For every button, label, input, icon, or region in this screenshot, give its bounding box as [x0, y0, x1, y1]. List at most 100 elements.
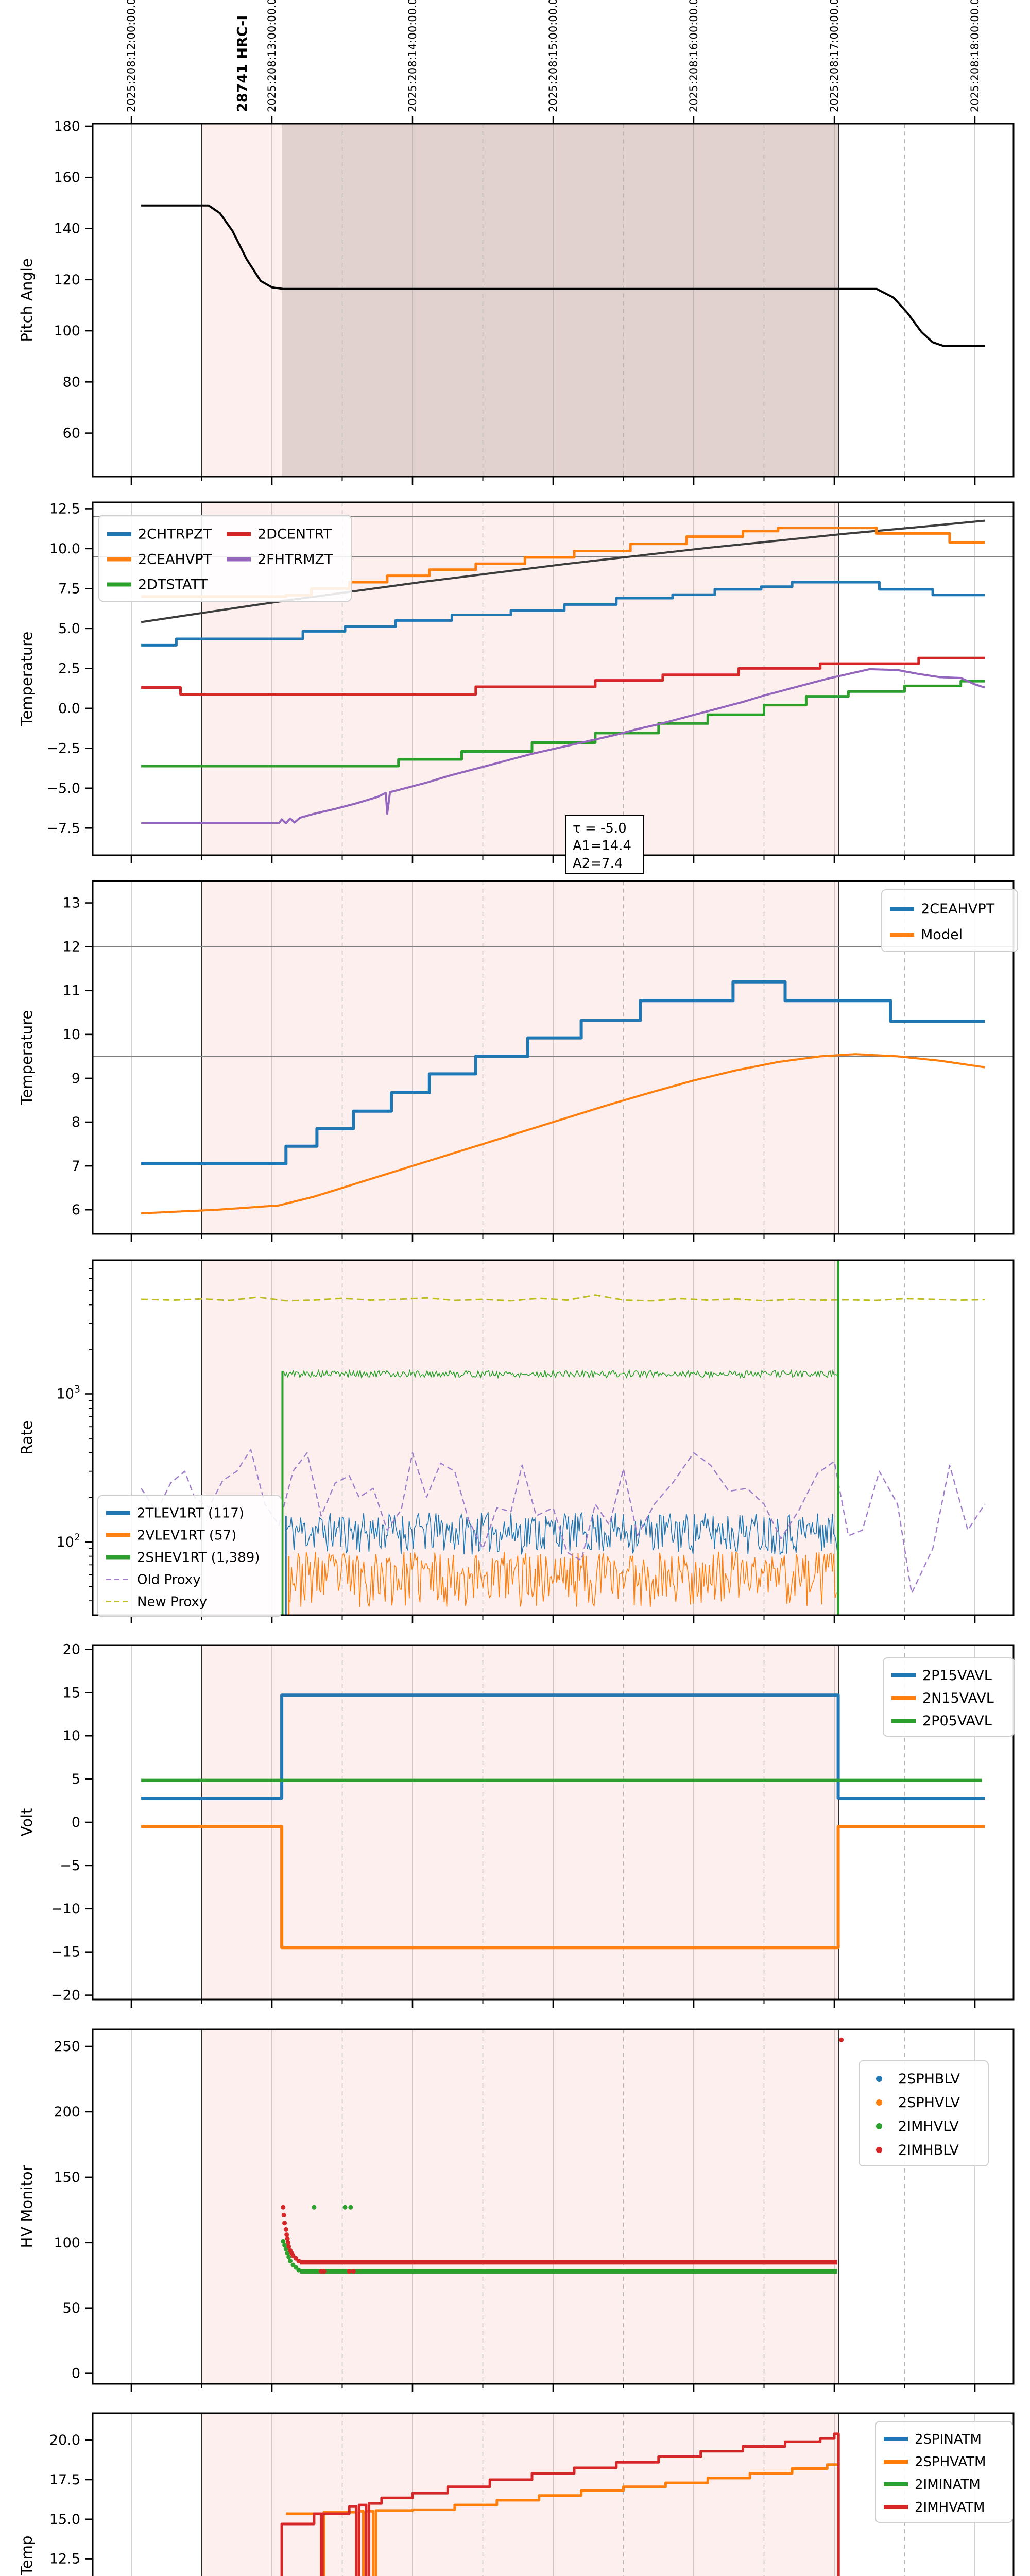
y-tick-label: 17.5 [49, 2472, 80, 2488]
y-tick-label: 20 [63, 1641, 80, 1657]
y-tick-label: 9 [72, 1071, 80, 1087]
series-2FHTRMZT [141, 668, 985, 824]
legend: 2SPINATM 2SPHVATM 2IMINATM 2IMHVATM [875, 2421, 1013, 2523]
series-2VLEV1RT [288, 1551, 837, 1607]
y-tick-label: 250 [54, 2039, 80, 2055]
y-tick-label: 20.0 [49, 2432, 80, 2448]
y-tick-label: 10.0 [49, 541, 80, 557]
scatter-2IMHVLV [312, 2205, 317, 2210]
y-tick-label: 11 [63, 983, 80, 999]
y-tick-label: 50 [63, 2300, 80, 2316]
scatter-2IMHBLV [321, 2269, 327, 2274]
legend-label: 2SPHVLV [898, 2095, 960, 2111]
y-tick-label: 2.5 [58, 660, 80, 676]
series-Model [141, 1053, 985, 1214]
legend-marker [876, 2099, 882, 2106]
series-2SHEV1RT [282, 1369, 838, 1379]
y-tick-label: −7.5 [46, 820, 80, 836]
legend: 2TLEV1RT (117) 2VLEV1RT (57) 2SHEV1RT (1,3… [97, 1495, 282, 1617]
legend-box [98, 515, 352, 602]
legend-label: Old Proxy [137, 1572, 201, 1588]
y-tick-label: −5.0 [46, 781, 80, 796]
scatter-2IMHBLV [296, 2258, 301, 2263]
annotation-text: A1=14.4 [573, 838, 631, 854]
scatter-2IMHBLV [281, 2205, 286, 2210]
series-2CHTRPZT [141, 581, 985, 647]
y-tick-label: 5 [72, 1771, 80, 1787]
legend-marker [876, 2147, 882, 2153]
y-tick-label: 7.5 [58, 581, 80, 597]
y-tick-label: 8 [72, 1114, 80, 1130]
scatter-2IMHBLV [286, 2244, 291, 2249]
y-tick-label: 15 [63, 1685, 80, 1701]
legend-box [881, 889, 1018, 952]
legend-label: New Proxy [137, 1595, 207, 1610]
legend-label: 2SHEV1RT (1,389) [137, 1550, 260, 1566]
legend-label: Model [921, 927, 963, 943]
annotation-text: τ = -5.0 [573, 821, 627, 836]
series-2P15VAVL [141, 1693, 985, 1800]
top-time-label: 2025:208:15:00:00.000 [547, 0, 559, 112]
y-axis-label: Detector Temp [18, 2536, 36, 2576]
annotation-box [565, 815, 644, 874]
legend-box [859, 2060, 989, 2166]
y-tick-label: 150 [54, 2170, 80, 2185]
legend-label: 2IMHBLV [898, 2142, 959, 2158]
y-tick-label: 100 [54, 2235, 80, 2251]
y-tick-label: 160 [54, 170, 80, 185]
top-time-label: 2025:208:12:00:00.000 [125, 0, 138, 112]
legend-label: 2CHTRPZT [138, 527, 212, 543]
shaded-region [201, 2413, 839, 2576]
y-tick-label: 120 [54, 272, 80, 288]
y-tick-label: 12.5 [49, 2551, 80, 2567]
y-tick-label: 180 [54, 118, 80, 134]
legend: 2SPHBLV 2SPHVLV 2IMHVLV 2IMHBLV [859, 2060, 989, 2166]
axes-spines [92, 2412, 1015, 2576]
legend-label: 2N15VAVL [922, 1690, 994, 1706]
y-tick-label: 80 [63, 374, 80, 390]
y-axis-label: Volt [18, 1808, 36, 1837]
legend-box [875, 2421, 1013, 2523]
annotation-text: A2=7.4 [573, 856, 623, 871]
series-2CEAHVPT [141, 980, 985, 1165]
y-tick-label: 103 [57, 1383, 80, 1402]
scatter-2IMHBLV [285, 2236, 290, 2241]
y-axis-label: Pitch Angle [18, 258, 36, 342]
y-tick-label: 6 [72, 1202, 80, 1218]
series-2TLEV1RT [285, 1511, 838, 1556]
panel-detector-temp: 0.02.55.07.510.012.515.017.520.0Detector… [18, 2412, 1015, 2576]
scatter-2IMHBLV [839, 2037, 844, 2042]
legend: 2CEAHVPT Model [881, 889, 1018, 952]
legend: 2CHTRPZT 2CEAHVPT 2DTSTATT 2DCENTRT 2FHTRMZT [98, 515, 352, 602]
legend-label: 2VLEV1RT (57) [137, 1528, 236, 1544]
shaded-region [201, 1645, 839, 1999]
legend-label: 2P15VAVL [922, 1668, 992, 1684]
legend-label: 2SPHBLV [898, 2071, 960, 2087]
scatter-2IMHBLV [283, 2227, 288, 2232]
legend: 2P15VAVL 2N15VAVL 2P05VAVL [883, 1657, 1015, 1737]
legend-label: 2DTSTATT [138, 577, 208, 593]
series-2IMHVATM [280, 2432, 840, 2576]
series-New Proxy [141, 1294, 985, 1302]
legend-label: 2DCENTRT [258, 527, 332, 543]
y-tick-label: 12.5 [49, 501, 80, 517]
scatter-2IMHBLV [347, 2269, 352, 2274]
y-tick-label: 13 [63, 895, 80, 911]
legend-label: 2CEAHVPT [921, 901, 995, 917]
y-axis-label: HV Monitor [18, 2165, 36, 2248]
scatter-2IMHVLV [342, 2205, 348, 2210]
panel-pitch-angle: 60 80 100 120 140 160 180 Pitch Angle [18, 118, 1015, 485]
top-time-label: 2025:208:14:00:00.000 [406, 0, 419, 112]
y-tick-label: 10 [63, 1027, 80, 1043]
panel-temperature-2: 6 7 8 9 10 11 12 13 Temperature 2CEAHVPT Model [18, 880, 1018, 1242]
series-2DCENTRT [141, 656, 985, 696]
shaded-region [282, 124, 839, 477]
y-tick-label: 0 [72, 2366, 80, 2382]
y-tick-label: −5 [60, 1858, 80, 1874]
scatter-2IMHVLV [286, 2255, 291, 2260]
scatter-2IMHVLV [296, 2267, 301, 2273]
y-tick-label: 102 [57, 1532, 80, 1550]
panel-volt: −20−15−10−505101520Volt2P15VAVL2N15VAVL2… [18, 1641, 1015, 2008]
series-2N15VAVL [141, 1825, 985, 1950]
